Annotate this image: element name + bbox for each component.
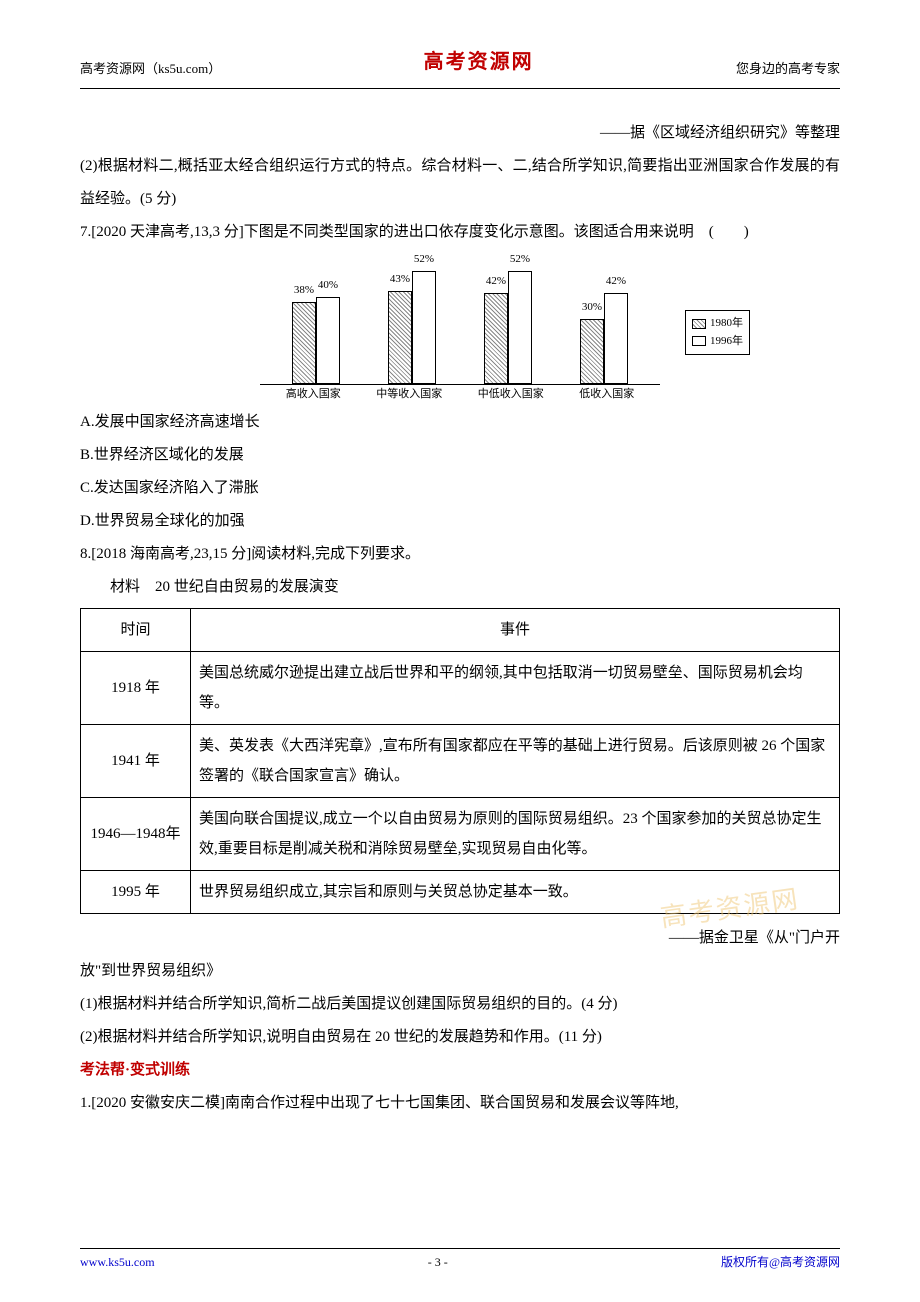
bar-group: 43%52%	[388, 271, 436, 384]
bar-value-label: 40%	[318, 280, 338, 291]
question-8-material-title: 材料 20 世纪自由贸易的发展演变	[80, 571, 840, 604]
bar-value-label: 42%	[606, 276, 626, 287]
bar-1980: 38%	[292, 302, 316, 384]
source-2-part1: ——据金卫星《从"门户开	[669, 930, 840, 946]
footer-page-number: - 3 -	[428, 1253, 448, 1272]
bar-1996: 52%	[508, 271, 532, 384]
bar-value-label: 42%	[486, 276, 506, 287]
option-b: B.世界经济区域化的发展	[80, 439, 840, 472]
th-time: 时间	[81, 609, 191, 652]
option-c: C.发达国家经济陷入了滞胀	[80, 472, 840, 505]
bar-1996: 52%	[412, 271, 436, 384]
chart-x-axis-labels: 高收入国家 中等收入国家 中低收入国家 低收入国家	[260, 385, 660, 402]
cell-event: 美国总统威尔逊提出建立战后世界和平的纲领,其中包括取消一切贸易壁垒、国际贸易机会…	[191, 652, 840, 725]
variant-question-1: 1.[2020 安徽安庆二模]南南合作过程中出现了七十七国集团、联合国贸易和发展…	[80, 1087, 840, 1120]
question-6-2: (2)根据材料二,概括亚太经合组织运行方式的特点。综合材料一、二,结合所学知识,…	[80, 150, 840, 216]
x-axis-category: 低收入国家	[579, 387, 634, 402]
th-event: 事件	[191, 609, 840, 652]
x-axis-category: 中低收入国家	[478, 387, 544, 402]
bar-group: 42%52%	[484, 271, 532, 384]
header-center-logo: 高考资源网	[424, 40, 534, 84]
cell-event: 美、英发表《大西洋宪章》,宣布所有国家都应在平等的基础上进行贸易。后该原则被 2…	[191, 725, 840, 798]
page-footer: www.ks5u.com - 3 - 版权所有@高考资源网	[80, 1248, 840, 1272]
legend-label-1996: 1996年	[710, 333, 743, 351]
footer-url: www.ks5u.com	[80, 1253, 155, 1272]
cell-event: 世界贸易组织成立,其宗旨和原则与关贸总协定基本一致。	[191, 871, 840, 914]
table-header-row: 时间 事件	[81, 609, 840, 652]
header-right: 您身边的高考专家	[736, 55, 840, 84]
source-citation-2b: 放"到世界贸易组织》	[80, 955, 840, 988]
table-row: 1946—1948年美国向联合国提议,成立一个以自由贸易为原则的国际贸易组织。2…	[81, 798, 840, 871]
cell-time: 1995 年	[81, 871, 191, 914]
option-d: D.世界贸易全球化的加强	[80, 505, 840, 538]
bar-1980: 42%	[484, 293, 508, 384]
cell-time: 1946—1948年	[81, 798, 191, 871]
legend-label-1980: 1980年	[710, 315, 743, 333]
page-header: 高考资源网（ks5u.com） 高考资源网 您身边的高考专家	[80, 40, 840, 89]
source-citation-1: ——据《区域经济组织研究》等整理	[80, 117, 840, 150]
legend-swatch-hatched	[692, 319, 706, 329]
table-row: 1941 年美、英发表《大西洋宪章》,宣布所有国家都应在平等的基础上进行贸易。后…	[81, 725, 840, 798]
bar-group: 30%42%	[580, 293, 628, 384]
question-8-stem: 8.[2018 海南高考,23,15 分]阅读材料,完成下列要求。	[80, 538, 840, 571]
bar-1996: 40%	[316, 297, 340, 384]
page: 高考资源网（ks5u.com） 高考资源网 您身边的高考专家 ——据《区域经济组…	[0, 0, 920, 1302]
header-left: 高考资源网（ks5u.com）	[80, 55, 221, 84]
x-axis-category: 中等收入国家	[376, 387, 442, 402]
chart-plot-area: 38%40%43%52%42%52%30%42%	[260, 255, 660, 385]
chart-legend: 1980年 1996年	[685, 310, 750, 355]
option-a: A.发展中国家经济高速增长	[80, 406, 840, 439]
question-8-1: (1)根据材料并结合所学知识,简析二战后美国提议创建国际贸易组织的目的。(4 分…	[80, 988, 840, 1021]
legend-swatch-plain	[692, 336, 706, 346]
section-heading-variant: 考法帮·变式训练	[80, 1054, 840, 1087]
bar-value-label: 43%	[390, 274, 410, 285]
table-row: 1918 年美国总统威尔逊提出建立战后世界和平的纲领,其中包括取消一切贸易壁垒、…	[81, 652, 840, 725]
bar-value-label: 30%	[582, 302, 602, 313]
bar-1980: 43%	[388, 291, 412, 384]
question-7-stem: 7.[2020 天津高考,13,3 分]下图是不同类型国家的进出口依存度变化示意…	[80, 216, 840, 249]
bar-1996: 42%	[604, 293, 628, 384]
bar-group: 38%40%	[292, 297, 340, 384]
trade-history-table: 时间 事件 1918 年美国总统威尔逊提出建立战后世界和平的纲领,其中包括取消一…	[80, 608, 840, 914]
cell-event: 美国向联合国提议,成立一个以自由贸易为原则的国际贸易组织。23 个国家参加的关贸…	[191, 798, 840, 871]
question-8-2: (2)根据材料并结合所学知识,说明自由贸易在 20 世纪的发展趋势和作用。(11…	[80, 1021, 840, 1054]
bar-value-label: 52%	[510, 254, 530, 265]
x-axis-category: 高收入国家	[286, 387, 341, 402]
bar-1980: 30%	[580, 319, 604, 384]
table-body: 1918 年美国总统威尔逊提出建立战后世界和平的纲领,其中包括取消一切贸易壁垒、…	[81, 652, 840, 914]
bar-value-label: 52%	[414, 254, 434, 265]
cell-time: 1918 年	[81, 652, 191, 725]
legend-item-1980: 1980年	[692, 315, 743, 333]
cell-time: 1941 年	[81, 725, 191, 798]
table-row: 1995 年世界贸易组织成立,其宗旨和原则与关贸总协定基本一致。	[81, 871, 840, 914]
footer-copyright: 版权所有@高考资源网	[721, 1253, 840, 1272]
legend-item-1996: 1996年	[692, 333, 743, 351]
source-citation-2a: ——据金卫星《从"门户开	[80, 922, 840, 955]
bar-value-label: 38%	[294, 285, 314, 296]
bar-chart: 38%40%43%52%42%52%30%42% 高收入国家中等收入国家中低收入…	[260, 255, 660, 402]
